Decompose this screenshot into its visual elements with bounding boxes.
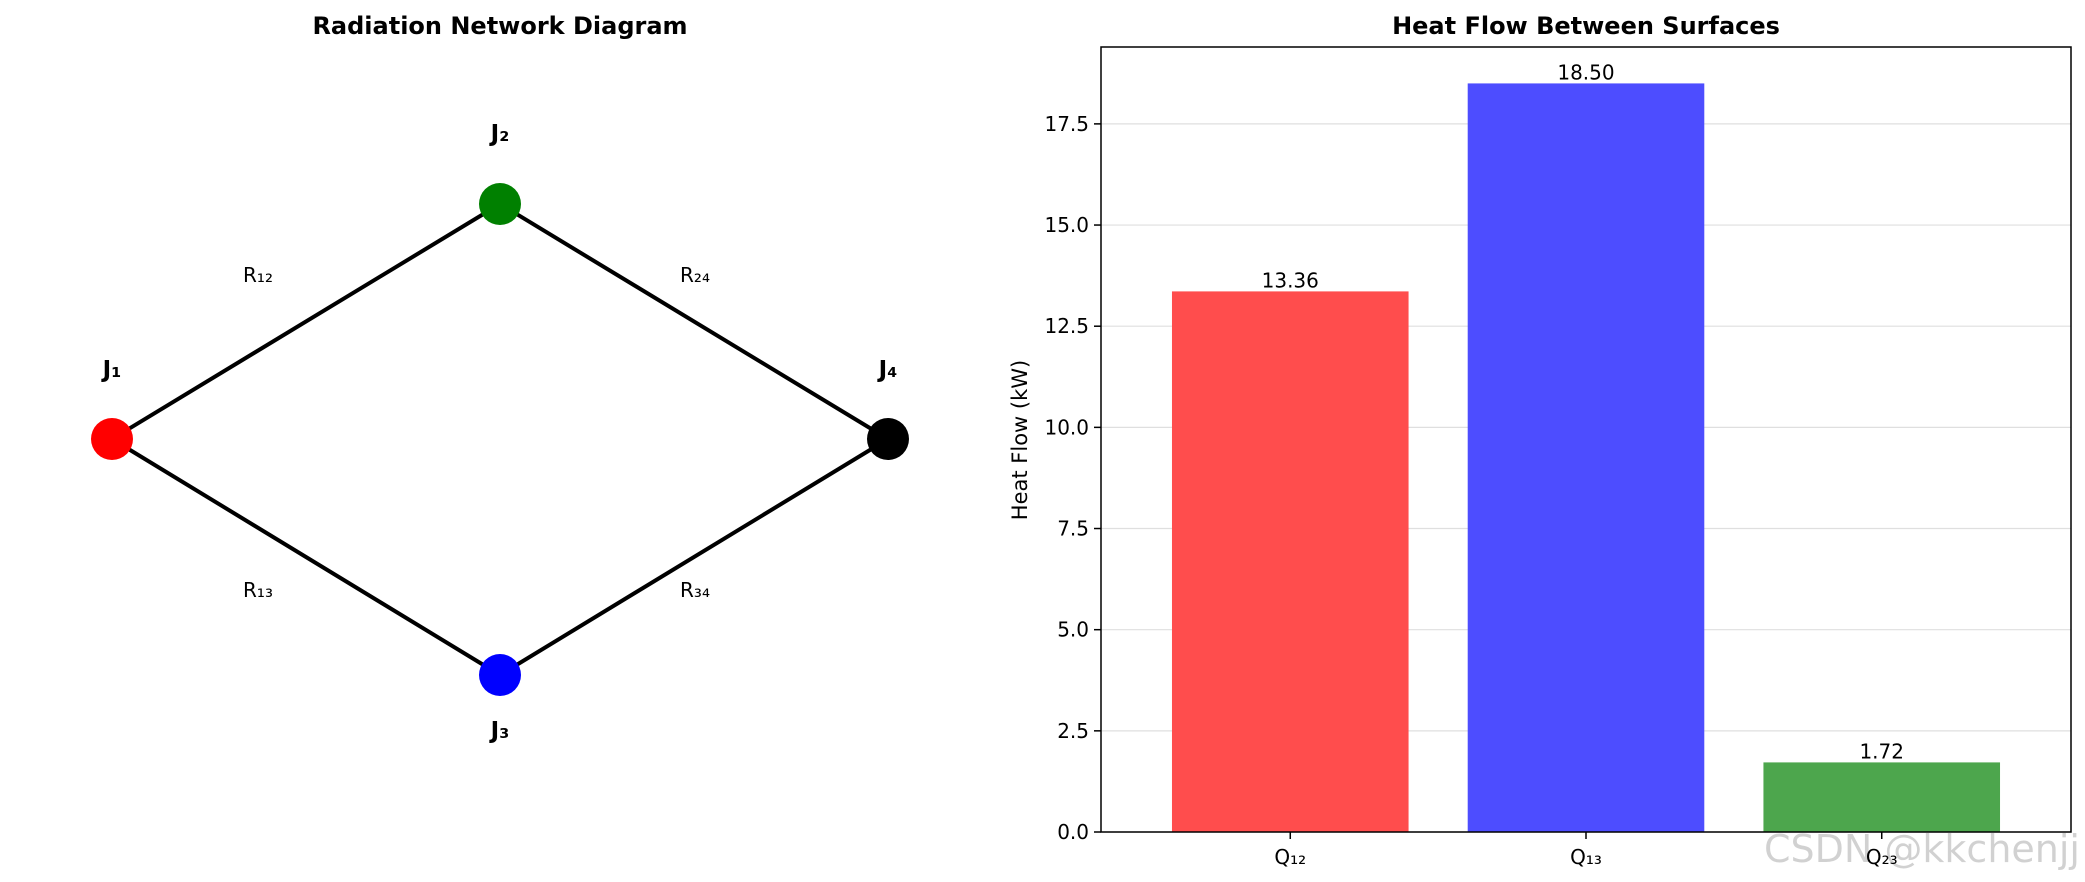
chart-data-labels: 13.36 18.50 1.72 (1262, 60, 1904, 763)
y-tick-label: 12.5 (1044, 314, 1089, 338)
x-tick-label: Q₁₂ (1274, 845, 1306, 869)
node-label-j1: J₁ (101, 357, 122, 383)
y-axis-ticks: 0.0 2.5 5.0 7.5 10.0 12.5 15.0 17.5 (1044, 112, 1101, 844)
network-edge-labels: R₁₂ R₂₄ R₁₃ R₃₄ (243, 263, 710, 602)
y-tick-label: 15.0 (1044, 213, 1089, 237)
edge-label-r13: R₁₃ (243, 578, 273, 602)
edge-r34-line (498, 437, 890, 677)
network-node-labels: J₁ J₂ J₃ J₄ (101, 121, 898, 744)
y-tick-label: 5.0 (1057, 618, 1089, 642)
x-tick-label: Q₂₃ (1866, 845, 1898, 869)
bar (1467, 83, 1705, 832)
node-j4 (867, 418, 909, 460)
bar-value-label: 18.50 (1557, 60, 1614, 84)
network-panel: Radiation Network Diagram R₁₂ R₂₄ R₁₃ R₃… (91, 12, 909, 744)
network-title: Radiation Network Diagram (312, 12, 687, 40)
node-label-j2: J₂ (489, 121, 510, 147)
network-nodes (91, 183, 909, 696)
chart-bars (1171, 83, 2001, 832)
y-axis-label: Heat Flow (kW) (1008, 360, 1032, 520)
node-label-j3: J₃ (489, 718, 510, 744)
bar-value-label: 1.72 (1859, 739, 1904, 763)
bar (1763, 762, 2001, 832)
bar (1171, 291, 1409, 832)
node-label-j4: J₄ (877, 357, 898, 383)
node-j1 (91, 418, 133, 460)
bar-value-label: 13.36 (1262, 268, 1319, 292)
node-j3 (479, 654, 521, 696)
y-tick-label: 0.0 (1057, 820, 1089, 844)
y-tick-label: 7.5 (1057, 517, 1089, 541)
edge-r12-line (110, 202, 502, 441)
edge-r13-line (110, 437, 502, 677)
node-j2 (479, 183, 521, 225)
chart-title: Heat Flow Between Surfaces (1392, 12, 1780, 40)
network-edges (110, 202, 890, 677)
x-axis-ticks: Q₁₂ Q₁₃ Q₂₃ (1274, 832, 1898, 869)
edge-r24-line (498, 202, 890, 441)
edge-label-r12: R₁₂ (243, 263, 273, 287)
watermark-text: CSDN @kkchenjj (1764, 827, 2080, 871)
y-tick-label: 2.5 (1057, 719, 1089, 743)
edge-label-r24: R₂₄ (680, 263, 710, 287)
bar-chart-panel: Heat Flow Between Surfaces 13.36 18.50 1.7… (1008, 12, 2072, 869)
y-tick-label: 17.5 (1044, 112, 1089, 136)
y-tick-label: 10.0 (1044, 415, 1089, 439)
x-tick-label: Q₁₃ (1570, 845, 1602, 869)
edge-label-r34: R₃₄ (680, 578, 710, 602)
